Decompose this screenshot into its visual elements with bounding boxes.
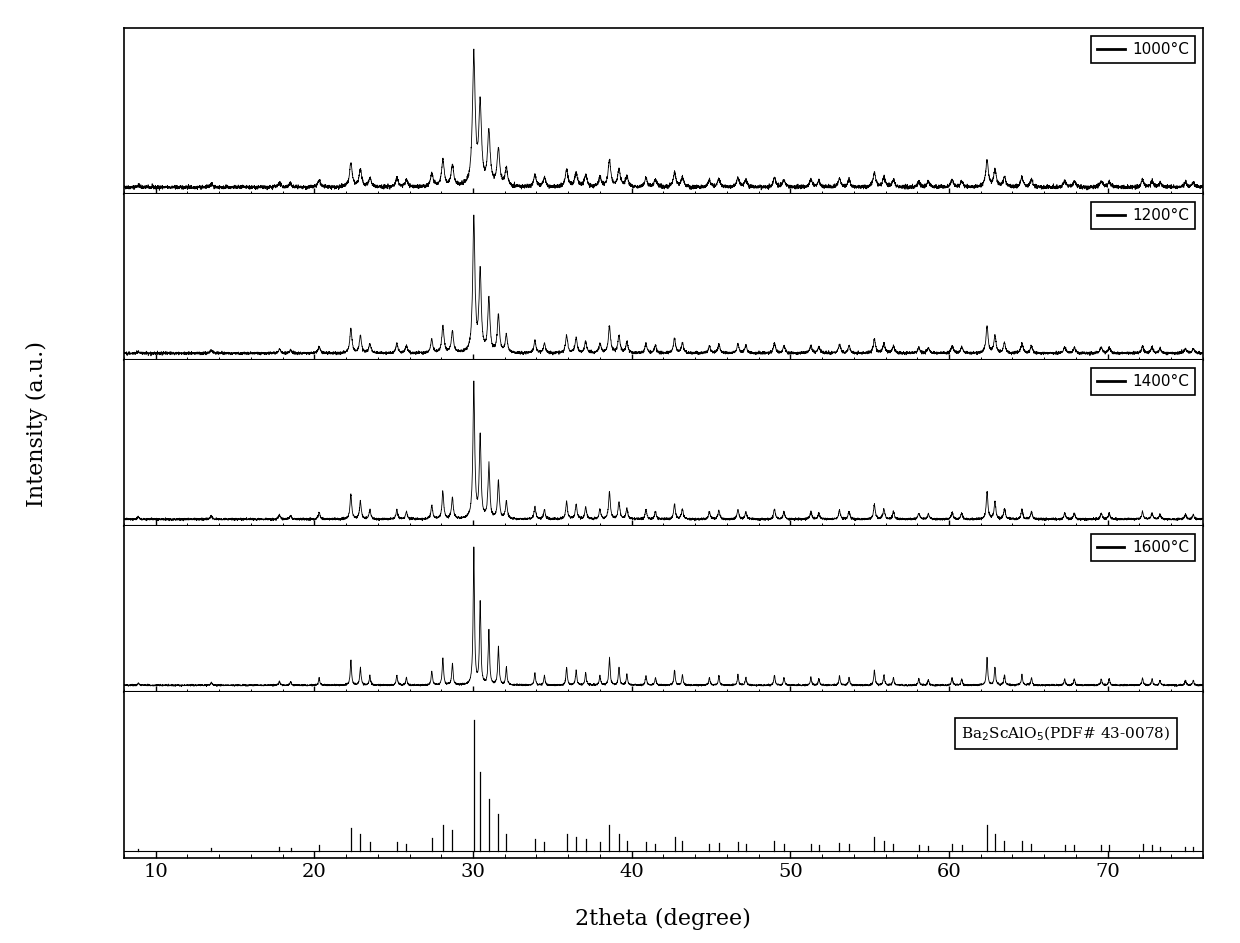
- Legend: 1600°C: 1600°C: [1091, 534, 1195, 561]
- Text: 2theta (degree): 2theta (degree): [575, 908, 751, 931]
- Text: Intensity (a.u.): Intensity (a.u.): [26, 341, 48, 507]
- Legend: 1400°C: 1400°C: [1091, 368, 1195, 395]
- Legend: 1200°C: 1200°C: [1091, 202, 1195, 229]
- Legend: 1000°C: 1000°C: [1091, 36, 1195, 63]
- Text: Ba$_2$ScAlO$_5$(PDF# 43-0078): Ba$_2$ScAlO$_5$(PDF# 43-0078): [961, 724, 1171, 743]
